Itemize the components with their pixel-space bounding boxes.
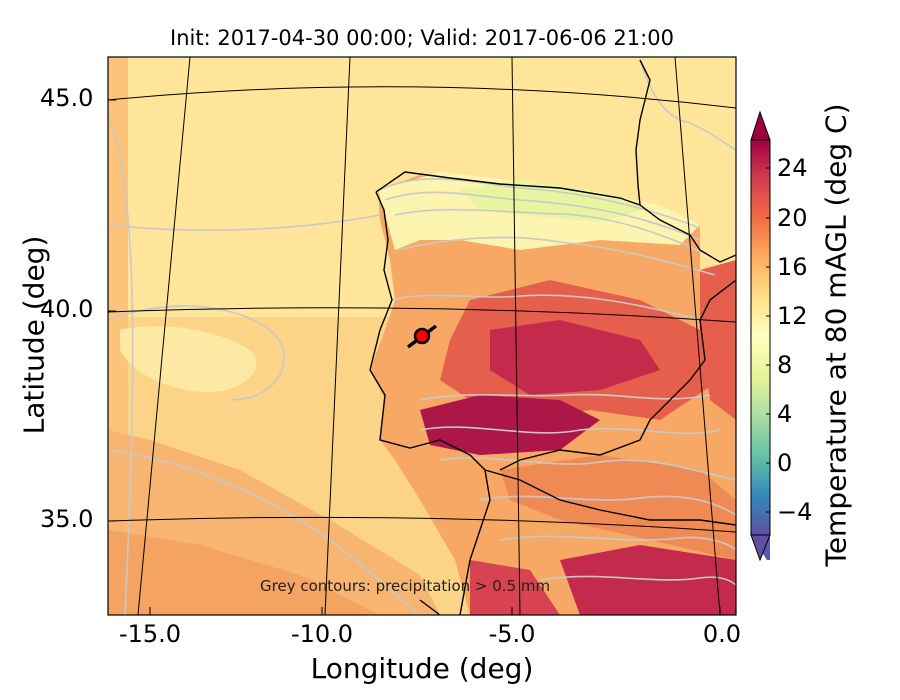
y-tick-label: 40.0 (40, 295, 94, 323)
colorbar-tick-label: 20 (777, 204, 808, 232)
y-axis-label: Latitude (deg) (17, 235, 51, 435)
x-axis-label: Longitude (deg) (310, 652, 534, 685)
colorbar-tick-label: 0 (777, 449, 793, 477)
colorbar-tick-label: 12 (777, 302, 808, 330)
plot-title: Init: 2017-04-30 00:00; Valid: 2017-06-0… (170, 26, 674, 50)
y-tick-label: 35.0 (40, 505, 94, 533)
coastline (369, 59, 736, 615)
colorbar-tick-label: 4 (777, 400, 793, 428)
colorbar-tick-label: 24 (777, 154, 808, 182)
colorbar-tick-label: −4 (777, 498, 813, 526)
colorbar-label: Temperature at 80 mAGL (deg C) (819, 103, 853, 567)
colorbar-tick-label: 16 (777, 253, 808, 281)
precipitation-contours (108, 59, 736, 615)
graticule (108, 57, 736, 615)
x-tick-label: -15.0 (118, 620, 182, 648)
axis-ticks (108, 99, 721, 615)
map-frame (107, 56, 737, 616)
x-tick-label: -5.0 (488, 620, 536, 648)
marker-dot (413, 327, 431, 345)
x-tick-label: -10.0 (290, 620, 354, 648)
contour-annotation: Grey contours: precipitation > 0.5 mm (260, 577, 551, 595)
colorbar-tick-label: 8 (777, 351, 793, 379)
colorbar (750, 110, 771, 562)
x-tick-label: 0.0 (702, 620, 742, 648)
location-marker (406, 324, 438, 349)
y-tick-label: 45.0 (40, 84, 94, 112)
